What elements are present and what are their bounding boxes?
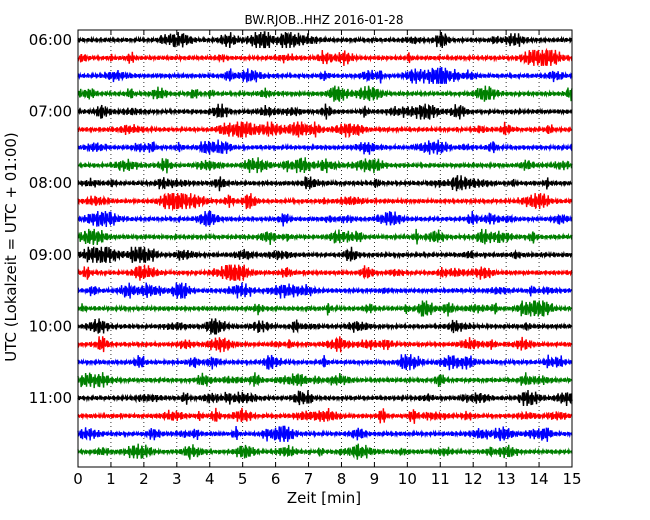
trace-16 (77, 318, 573, 335)
trace-0 (77, 31, 573, 49)
trace-1 (77, 47, 573, 67)
trace-8 (77, 175, 573, 192)
y-tick-label: 06:00 (29, 31, 72, 49)
x-tick-label: 13 (497, 470, 516, 488)
x-tick-label: 0 (73, 470, 83, 488)
x-tick-label: 6 (271, 470, 281, 488)
chart-title: BW.RJOB..HHZ 2016-01-28 (244, 13, 403, 27)
x-tick-label: 10 (398, 470, 417, 488)
x-tick-label: 4 (205, 470, 215, 488)
y-tick-label: 10:00 (29, 317, 72, 335)
trace-9 (77, 192, 573, 212)
x-tick-label: 8 (337, 470, 347, 488)
x-tick-label: 5 (238, 470, 248, 488)
y-axis-label: UTC (Lokalzeit = UTC + 01:00) (2, 132, 20, 362)
x-tick-label: 14 (530, 470, 549, 488)
trace-2 (77, 67, 573, 84)
trace-12 (77, 246, 573, 263)
plot-frame (77, 29, 573, 468)
trace-7 (77, 157, 573, 174)
x-axis: 0 1 2 3 4 5 6 7 8 9 10 11 12 13 14 15 (73, 30, 582, 488)
y-tick-label: 09:00 (29, 246, 72, 264)
y-tick-label: 11:00 (29, 389, 72, 407)
trace-11 (77, 228, 573, 246)
trace-13 (77, 264, 573, 281)
trace-23 (77, 443, 573, 460)
trace-22 (77, 425, 573, 442)
traces (77, 31, 573, 460)
frame (77, 29, 573, 468)
trace-20 (77, 389, 573, 407)
trace-4 (77, 103, 573, 120)
trace-6 (77, 139, 573, 155)
x-tick-label: 11 (431, 470, 450, 488)
trace-15 (77, 300, 573, 317)
x-tick-label: 12 (464, 470, 483, 488)
x-tick-label: 1 (106, 470, 116, 488)
y-tick-label: 07:00 (29, 103, 72, 121)
x-tick-label: 9 (370, 470, 380, 488)
x-axis-label: Zeit [min] (287, 489, 361, 507)
trace-18 (77, 354, 573, 371)
trace-17 (77, 336, 573, 353)
trace-19 (77, 372, 573, 389)
x-tick-label: 7 (304, 470, 314, 488)
trace-3 (77, 85, 573, 102)
trace-5 (77, 121, 573, 139)
trace-21 (77, 407, 573, 424)
y-tick-label: 08:00 (29, 174, 72, 192)
x-tick-label: 15 (562, 470, 581, 488)
x-tick-label: 2 (139, 470, 149, 488)
trace-14 (77, 282, 573, 299)
x-tick-label: 3 (172, 470, 182, 488)
trace-10 (77, 210, 573, 228)
y-axis: 06:00 07:00 08:00 09:00 10:00 11:00 (29, 31, 572, 407)
